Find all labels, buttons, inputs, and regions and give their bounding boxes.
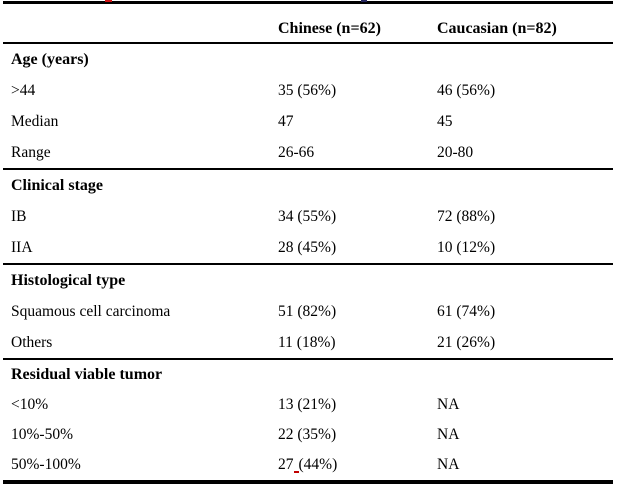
row-label: IB [11, 207, 27, 225]
table-row: Range 26-66 20-80 [3, 137, 613, 168]
cell-caucasian: 46 (56%) [437, 81, 496, 99]
table-row: IIA 28 (45%) 10 (12%) [3, 232, 613, 263]
section-title-row: Histological type [3, 265, 613, 296]
cell-caucasian: NA [437, 396, 460, 414]
cell-caucasian: NA [437, 456, 460, 474]
section-title-residual-tumor: Residual viable tumor [11, 366, 163, 383]
table-row: Others 11 (18%) 21 (26%) [3, 327, 613, 358]
row-label: Median [11, 112, 59, 130]
section-title-histological-type: Histological type [11, 271, 126, 289]
column-header-caucasian: Caucasian (n=82) [437, 20, 557, 37]
table-row: <10% 13 (21%) NA [3, 390, 613, 420]
row-label: Others [11, 333, 53, 351]
row-label: Squamous cell carcinoma [11, 302, 171, 320]
table-bottom-rule [3, 480, 613, 484]
table-row: >44 35 (56%) 46 (56%) [3, 75, 613, 106]
cell-chinese-percent: (44%) [298, 456, 338, 473]
cell-caucasian: 10 (12%) [437, 238, 496, 256]
cell-caucasian: 45 [437, 112, 453, 130]
row-label: <10% [11, 396, 49, 414]
cell-chinese-number: 27 [278, 456, 294, 473]
cell-chinese: 51 (82%) [278, 302, 337, 320]
column-header-chinese: Chinese (n=62) [278, 20, 381, 37]
cell-chinese: 47 [278, 112, 294, 130]
section-title-row: Age (years) [3, 44, 613, 75]
proofing-underline-mark [293, 458, 299, 473]
row-label: >44 [11, 81, 36, 99]
section-title-row: Residual viable tumor [3, 360, 613, 390]
cell-chinese: 34 (55%) [278, 207, 337, 225]
section-title-row: Clinical stage [3, 170, 613, 201]
row-label: 10%-50% [11, 426, 73, 444]
section-title-clinical-stage: Clinical stage [11, 176, 103, 194]
row-label: Range [11, 143, 51, 161]
cropped-text-navy-mark [361, 0, 367, 2]
table-row: Squamous cell carcinoma 51 (82%) 61 (74%… [3, 296, 613, 327]
cell-chinese: 26-66 [278, 143, 315, 161]
cell-caucasian: NA [437, 426, 460, 444]
cell-chinese: 13 (21%) [278, 396, 337, 414]
cell-caucasian: 21 (26%) [437, 333, 496, 351]
section-divider-rule [3, 168, 613, 170]
cell-chinese: 22 (35%) [278, 426, 337, 444]
cell-chinese: 35 (56%) [278, 81, 337, 99]
cell-caucasian: 72 (88%) [437, 207, 496, 225]
cell-chinese: 11 (18%) [278, 333, 336, 351]
row-label: 50%-100% [11, 456, 81, 474]
cell-chinese: 27 (44%) [278, 457, 437, 473]
section-title-age: Age (years) [11, 50, 89, 68]
patient-characteristics-table: Chinese (n=62) Caucasian (n=82) Age (yea… [3, 1, 613, 484]
cell-caucasian: 20-80 [437, 143, 474, 161]
table-top-rule [3, 1, 613, 4]
table-row: 10%-50% 22 (35%) NA [3, 420, 613, 450]
cell-chinese: 28 (45%) [278, 238, 337, 256]
table-row: 50%-100% 27 (44%) NA [3, 450, 613, 480]
cropped-text-red-mark [105, 0, 112, 2]
table-header-row: Chinese (n=62) Caucasian (n=82) [3, 4, 613, 42]
cell-caucasian: 61 (74%) [437, 302, 496, 320]
table-row: IB 34 (55%) 72 (88%) [3, 201, 613, 232]
row-label: IIA [11, 238, 33, 256]
header-underline-rule [3, 42, 613, 44]
table-row: Median 47 45 [3, 106, 613, 137]
section-divider-rule [3, 358, 613, 360]
section-divider-rule [3, 263, 613, 265]
